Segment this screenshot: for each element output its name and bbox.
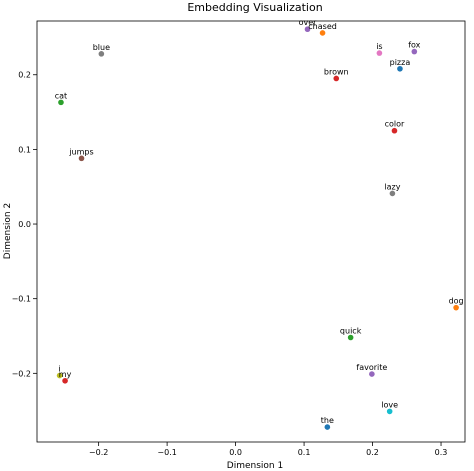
point-love — [386, 408, 393, 415]
y-tick-label: 0.2 — [18, 71, 31, 80]
point-chased — [319, 30, 326, 36]
x-tick-label: 0.2 — [366, 448, 379, 457]
chart-title: Embedding Visualization — [187, 1, 322, 14]
point-is — [376, 50, 383, 56]
point-the — [324, 424, 331, 430]
point-brown — [333, 75, 340, 82]
point-label-cat: cat — [55, 91, 67, 100]
point-label-brown: brown — [324, 67, 349, 76]
plot-frame — [36, 20, 466, 443]
point-color — [391, 127, 398, 134]
x-tick-label: −0.1 — [157, 448, 176, 457]
point-quick — [347, 334, 354, 341]
point-favorite — [369, 371, 375, 377]
point-pizza — [397, 65, 403, 72]
point-label-quick: quick — [340, 326, 362, 335]
x-tick-label: 0.3 — [435, 448, 448, 457]
point-label-over: over — [299, 18, 318, 27]
y-tick-label: −0.2 — [12, 369, 31, 378]
point-fox — [411, 48, 418, 55]
point-label-i: i — [58, 365, 60, 374]
y-tick-label: −0.1 — [12, 295, 31, 304]
y-tick-label: 0.0 — [18, 220, 31, 229]
point-cat — [58, 99, 64, 106]
point-label-jumps: jumps — [68, 147, 93, 156]
point-label-pizza: pizza — [390, 58, 411, 67]
x-tick-label: 0.0 — [229, 448, 242, 457]
x-tick-label: −0.2 — [89, 448, 108, 457]
x-axis: −0.2 −0.1 0.0 0.1 0.2 0.3 — [89, 442, 447, 457]
point-dog — [453, 304, 459, 311]
point-label-lazy: lazy — [384, 182, 400, 191]
point-label-blue: blue — [93, 43, 110, 52]
point-label-favorite: favorite — [356, 363, 387, 372]
x-axis-label: Dimension 1 — [227, 461, 283, 471]
y-axis: −0.2 −0.1 0.0 0.1 0.2 — [12, 71, 37, 378]
point-over — [304, 26, 311, 33]
point-blue — [98, 51, 105, 57]
y-axis-label: Dimension 2 — [3, 203, 13, 259]
x-tick-label: 0.1 — [298, 448, 311, 457]
point-label-dog: dog — [449, 297, 464, 306]
point-label-is: is — [376, 42, 382, 51]
point-label-color: color — [385, 120, 405, 129]
point-jumps — [78, 155, 85, 162]
y-tick-label: 0.1 — [18, 145, 31, 154]
point-lazy — [389, 190, 396, 197]
point-label-my: my — [59, 370, 72, 379]
point-label-the: the — [321, 416, 334, 425]
point-label-love: love — [381, 400, 398, 409]
point-i — [56, 372, 63, 379]
point-my — [62, 377, 68, 384]
point-label-fox: fox — [408, 41, 420, 50]
point-label-chased: chased — [308, 22, 337, 31]
